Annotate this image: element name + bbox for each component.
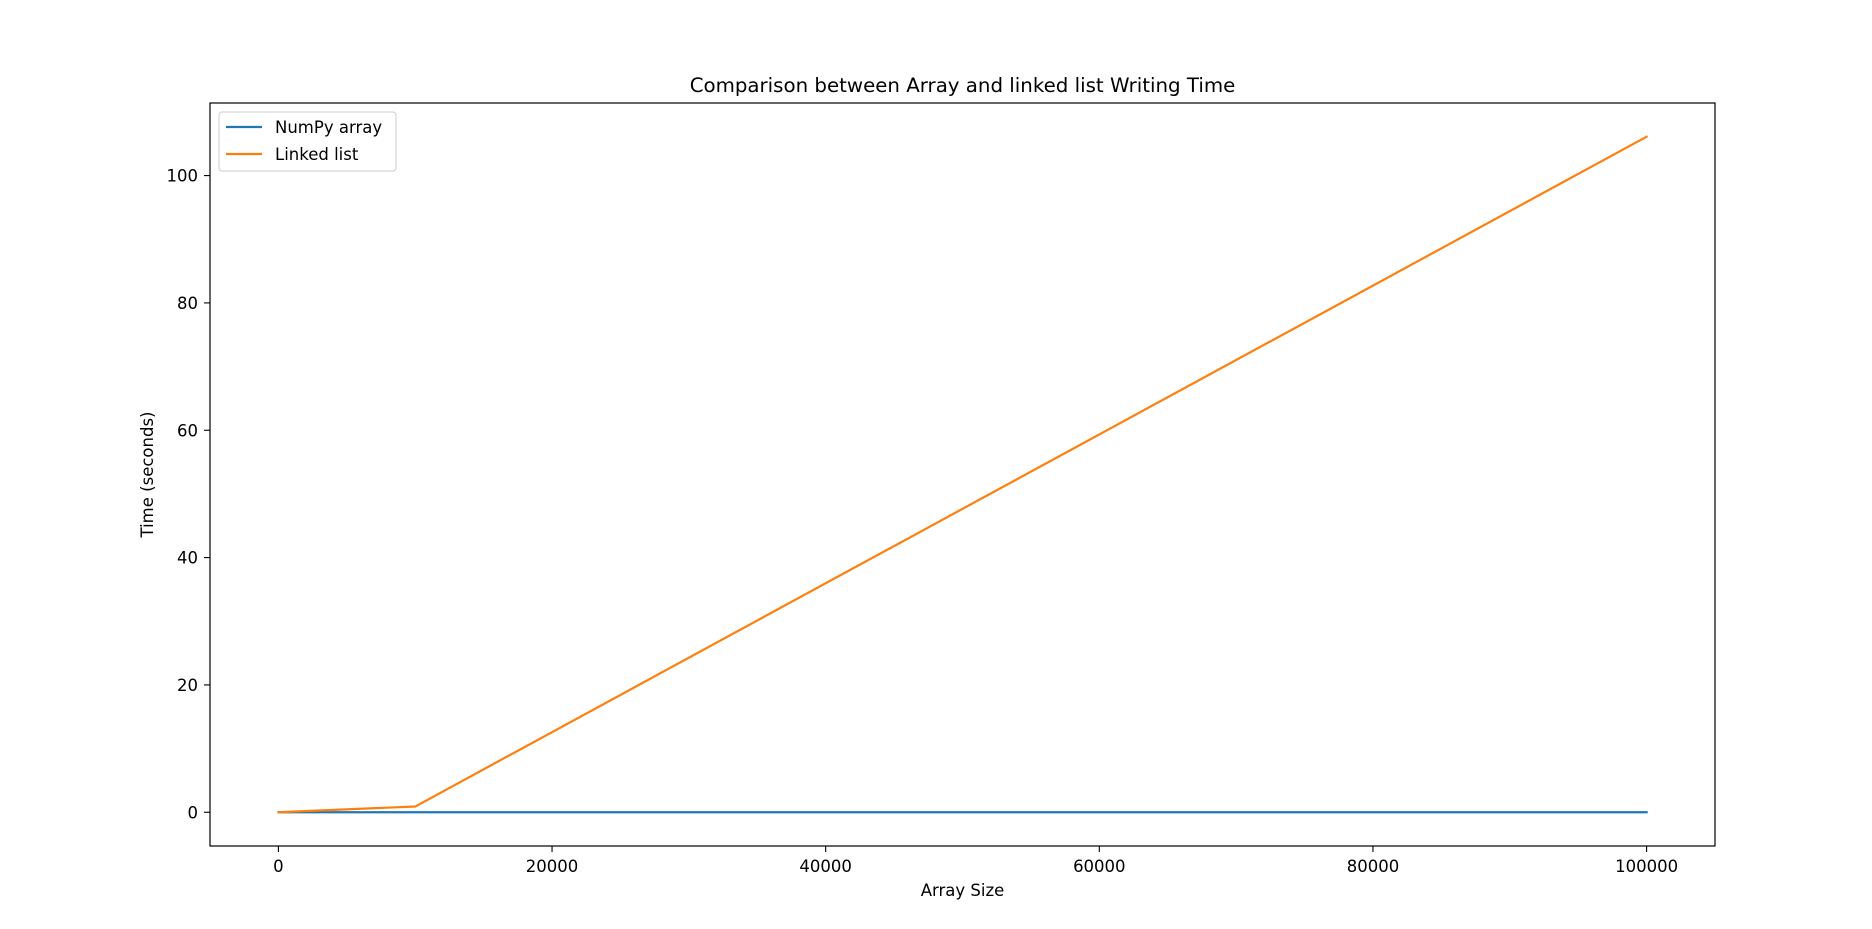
x-axis-ticks: 0 20000 40000 60000 80000 100000 [273, 846, 1678, 876]
plot-area [210, 103, 1715, 846]
x-axis-label: Array Size [921, 881, 1005, 900]
y-tick-label: 0 [188, 803, 199, 822]
y-axis-label: Time (seconds) [138, 412, 157, 539]
x-tick-label: 60000 [1073, 857, 1126, 876]
x-tick-label: 80000 [1347, 857, 1400, 876]
x-tick-label: 20000 [526, 857, 579, 876]
series-layer [277, 135, 1649, 814]
chart-title: Comparison between Array and linked list… [690, 74, 1236, 97]
y-tick-label: 60 [177, 421, 198, 440]
y-tick-label: 80 [177, 294, 198, 313]
plot-frame [209, 102, 1716, 847]
x-tick-label: 100000 [1615, 857, 1678, 876]
legend-label: NumPy array [275, 118, 382, 137]
legend: NumPy array Linked list [218, 111, 397, 172]
y-axis-ticks: 0 20 40 60 80 100 [167, 167, 210, 822]
y-tick-label: 100 [167, 167, 199, 186]
legend-label: Linked list [275, 145, 359, 164]
legend-box [218, 111, 397, 172]
x-tick-label: 40000 [799, 857, 852, 876]
y-tick-label: 40 [177, 549, 198, 568]
y-tick-label: 20 [177, 676, 198, 695]
x-tick-label: 0 [273, 857, 284, 876]
legend-entries: NumPy array Linked list [226, 118, 382, 164]
series-line-linked-list [277, 135, 1649, 814]
